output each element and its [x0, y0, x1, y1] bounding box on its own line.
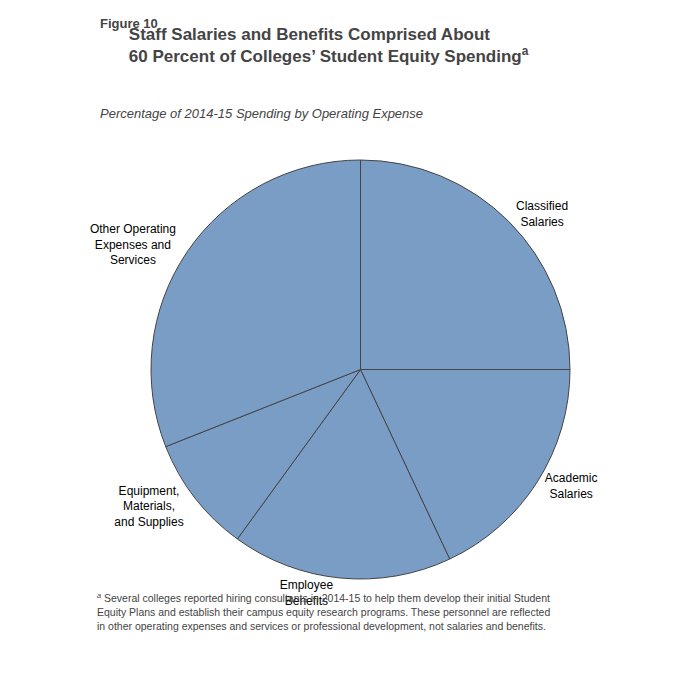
- svg-text:EmployeeBenefits: EmployeeBenefits: [280, 578, 334, 608]
- svg-text:Other OperatingExpenses andSer: Other OperatingExpenses andServices: [90, 222, 176, 267]
- svg-text:Figure 10: Figure 10: [100, 16, 158, 31]
- svg-text:AcademicSalaries: AcademicSalaries: [545, 471, 598, 501]
- svg-text:Equipment,Materials,and Suppli: Equipment,Materials,and Supplies: [114, 484, 183, 529]
- svg-text:​a​ Several colleges reported: ​a​ Several colleges reported hiring con…: [97, 591, 550, 632]
- svg-text:ClassifiedSalaries: ClassifiedSalaries: [516, 199, 568, 229]
- svg-text:Percentage of 2014-15 Spending: Percentage of 2014-15 Spending by Operat…: [100, 106, 423, 121]
- svg-text:Staff Salaries and Benefits Co: Staff Salaries and Benefits Comprised Ab…: [129, 25, 529, 66]
